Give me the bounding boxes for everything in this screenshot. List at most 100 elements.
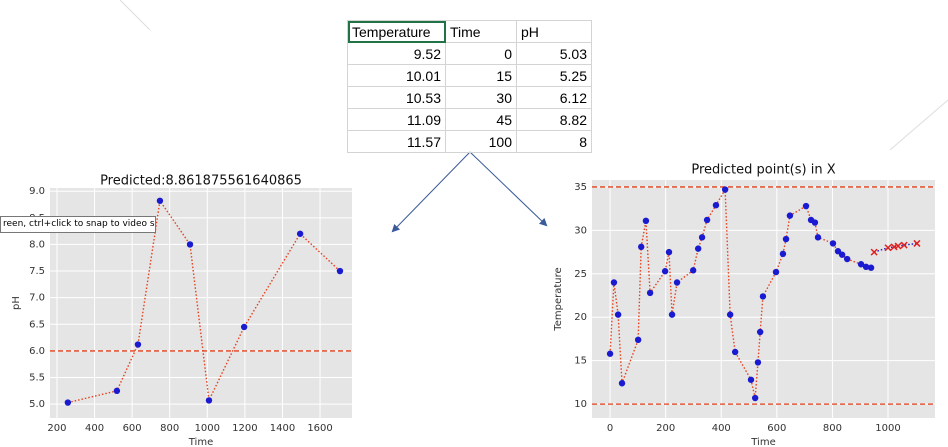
point: [296, 230, 304, 237]
x-tick-label: 1400: [270, 423, 295, 434]
table-cell: 8: [516, 130, 592, 153]
y-tick-label: 8.0: [29, 239, 45, 250]
point: [673, 279, 681, 286]
x-axis-label: Time: [188, 437, 213, 447]
point: [240, 323, 248, 331]
point: [726, 311, 734, 318]
point: [336, 267, 344, 275]
table-cell: 0: [445, 42, 517, 65]
header-cell: pH: [516, 20, 592, 43]
header-cell: Time: [445, 20, 517, 43]
point: [698, 234, 706, 241]
point: [642, 217, 650, 225]
point: [843, 255, 851, 263]
decor-line: [119, 0, 151, 31]
point: [786, 212, 794, 219]
point: [862, 263, 870, 271]
y-axis-label: Temperature: [553, 267, 564, 331]
point: [802, 202, 810, 210]
point: [606, 350, 614, 357]
point: [665, 248, 673, 256]
point: [610, 279, 618, 286]
x-tick-label: 200: [47, 423, 66, 434]
chart-title: Predicted point(s) in X: [691, 163, 835, 178]
y-tick-label: 9.0: [29, 186, 45, 197]
x-tick-label: 1000: [195, 423, 220, 434]
arrow: [391, 151, 471, 233]
point: [668, 311, 676, 318]
header-cell: Temperature: [347, 20, 446, 43]
point: [113, 387, 121, 395]
x-tick-label: 1000: [875, 423, 900, 434]
table-cell: 45: [445, 108, 517, 131]
table-cell: 9.52: [347, 42, 446, 65]
point: [721, 186, 729, 193]
x-axis-label: Time: [750, 437, 775, 447]
point: [894, 242, 902, 250]
table-row: 11.57 100 8: [347, 130, 592, 153]
x-tick-label: 600: [767, 423, 786, 434]
x-tick-label: 800: [160, 423, 179, 434]
y-tick-label: 6.5: [29, 319, 45, 330]
point: [754, 359, 762, 366]
decor-line: [889, 99, 948, 151]
table-cell: 11.57: [347, 130, 446, 153]
point: [646, 289, 654, 297]
point: [814, 234, 822, 241]
x-tick-label: 400: [85, 423, 104, 434]
x-tick-label: 0: [607, 423, 613, 434]
point: [772, 268, 780, 276]
point: [731, 348, 739, 356]
tooltip: reen, ctrl+click to snap to video size: [0, 216, 156, 233]
table-row: 10.53 30 6.12: [347, 86, 592, 109]
y-tick-label: 6.0: [29, 346, 45, 357]
y-tick-label: 5.5: [29, 373, 45, 384]
point: [779, 250, 787, 258]
x-tick-label: 400: [712, 423, 731, 434]
series-line: [67, 198, 341, 404]
table-row: 11.09 45 8.82: [347, 108, 592, 131]
point: [756, 328, 764, 336]
point: [712, 201, 720, 209]
y-tick-label: 7.0: [29, 293, 45, 304]
point: [900, 241, 908, 249]
point: [884, 244, 892, 252]
data-table: Temperature Time pH 9.52 0 5.03 10.01 15 5.25 10.…: [347, 20, 592, 153]
point: [689, 267, 697, 274]
point: [634, 336, 642, 344]
table-cell: 100: [445, 130, 517, 153]
point: [751, 394, 759, 402]
table-cell: 10.53: [347, 86, 446, 109]
point: [913, 239, 921, 247]
point: [870, 248, 878, 256]
table-cell: 15: [445, 64, 517, 87]
table-cell: 5.03: [516, 42, 592, 65]
table-row: 9.52 0 5.03: [347, 42, 592, 65]
table-cell: 30: [445, 86, 517, 109]
y-tick-label: 35: [574, 182, 587, 193]
x-tick-label: 600: [123, 423, 142, 434]
point: [618, 380, 626, 387]
point: [614, 311, 622, 318]
arrow: [469, 151, 548, 227]
point: [134, 341, 142, 348]
point: [661, 268, 669, 275]
point: [205, 397, 213, 404]
y-tick-label: 30: [574, 225, 587, 236]
table-cell: 8.82: [516, 108, 592, 131]
point: [747, 376, 755, 383]
point: [64, 399, 72, 406]
point: [759, 293, 767, 300]
y-tick-label: 25: [574, 269, 587, 280]
table-row: 10.01 15 5.25: [347, 64, 592, 87]
y-tick-label: 5.0: [29, 399, 45, 410]
table-cell: 11.09: [347, 108, 446, 131]
point: [829, 240, 837, 247]
x-tick-label: 1600: [307, 423, 332, 434]
y-tick-label: 7.5: [29, 266, 45, 277]
point: [703, 216, 711, 224]
point: [857, 261, 865, 268]
table-cell: 5.25: [516, 64, 592, 87]
